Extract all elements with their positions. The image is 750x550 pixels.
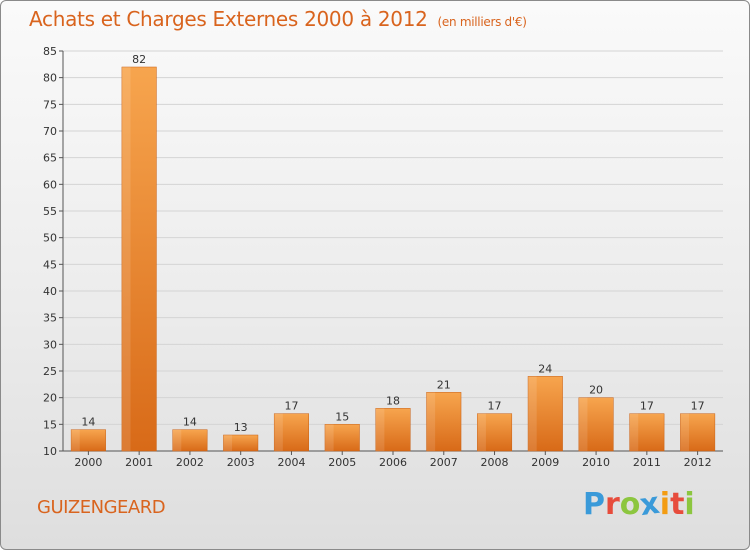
y-tick-label: 20 (43, 392, 57, 405)
label-layer: 14 82 14 13 17 15 18 21 17 24 20 17 17 (81, 53, 704, 434)
bar-2012 (680, 413, 716, 452)
logo-letter: P (583, 487, 605, 522)
y-tick-label: 10 (43, 445, 57, 458)
y-tick-label: 45 (43, 258, 57, 271)
bar-highlight (121, 67, 131, 451)
bar-highlight (223, 435, 233, 451)
proxiti-logo[interactable]: Proxiti (583, 485, 695, 524)
bar-highlight (375, 408, 385, 451)
x-tick-label: 2008 (481, 456, 509, 469)
data-label: 13 (234, 421, 248, 434)
y-tick-label: 40 (43, 285, 57, 298)
bar-2008 (477, 413, 513, 452)
y-tick-label: 70 (43, 125, 57, 138)
bar-2003 (223, 434, 259, 452)
logo-letter: o (619, 487, 641, 522)
logo-letter: i (684, 487, 695, 522)
bar-highlight (324, 424, 334, 451)
y-tick-label: 35 (43, 312, 57, 325)
chart-title: Achats et Charges Externes 2000 à 2012 (e… (29, 7, 527, 31)
bar-highlight (71, 429, 80, 451)
x-tick-label: 2003 (227, 456, 255, 469)
x-tick-label: 2012 (684, 456, 712, 469)
y-tick-label: 15 (43, 418, 57, 431)
grid-layer (63, 50, 723, 452)
bar-highlight (426, 392, 436, 451)
y-tick-label: 75 (43, 98, 57, 111)
x-tick-label: 2000 (74, 456, 102, 469)
y-tick-label: 50 (43, 232, 57, 245)
data-label: 17 (488, 400, 502, 413)
x-tick-label: 2002 (176, 456, 204, 469)
chart-unit: (en milliers d'€) (437, 15, 527, 29)
bar-2006 (375, 408, 411, 452)
bar-2002 (172, 429, 208, 452)
y-tick-label: 55 (43, 205, 57, 218)
chart-title-text: Achats et Charges Externes 2000 à 2012 (29, 7, 428, 31)
bar-highlight (578, 397, 588, 451)
bar-highlight (528, 376, 537, 451)
x-tick-label: 2001 (125, 456, 153, 469)
bar-2000 (70, 429, 106, 452)
logo-letter: t (670, 487, 685, 522)
data-label: 24 (538, 362, 552, 375)
bar-2007 (426, 392, 462, 452)
y-tick-label: 80 (43, 72, 57, 85)
bar-2011 (629, 413, 665, 452)
commune-name: GUIZENGEARD (37, 497, 166, 518)
bar-highlight (274, 413, 283, 451)
y-tick-label: 85 (43, 45, 57, 58)
y-tick-label: 25 (43, 365, 57, 378)
bar-highlight (172, 429, 182, 451)
x-tick-label: 2005 (328, 456, 356, 469)
x-tick-label: 2006 (379, 456, 407, 469)
data-label: 17 (640, 400, 654, 413)
x-tick-label: 2009 (531, 456, 559, 469)
bar-2010 (578, 397, 614, 452)
bar-highlight (477, 413, 486, 451)
x-tick-label: 2004 (277, 456, 305, 469)
bar-2004 (273, 413, 309, 452)
bar-highlight (680, 413, 689, 451)
x-tick-label: 2010 (582, 456, 610, 469)
logo-letter: r (605, 487, 620, 522)
bar-2009 (527, 376, 563, 452)
y-tick-label: 30 (43, 338, 57, 351)
data-label: 14 (81, 416, 95, 429)
bar-2001 (121, 66, 157, 452)
y-tick-label: 60 (43, 178, 57, 191)
bar-2005 (324, 424, 360, 452)
bar-highlight (629, 413, 639, 451)
data-label: 21 (437, 378, 451, 391)
logo-letter: x (638, 485, 663, 524)
x-tick-label: 2011 (633, 456, 661, 469)
logo-letter: i (659, 487, 671, 522)
data-label: 17 (691, 400, 705, 413)
data-label: 20 (589, 384, 603, 397)
data-label: 82 (132, 53, 146, 66)
data-label: 14 (183, 416, 197, 429)
x-tick-label: 2007 (430, 456, 458, 469)
data-label: 15 (335, 410, 349, 423)
data-label: 18 (386, 394, 400, 407)
bar-layer (70, 66, 716, 452)
data-label: 17 (284, 400, 298, 413)
y-tick-label: 65 (43, 152, 57, 165)
